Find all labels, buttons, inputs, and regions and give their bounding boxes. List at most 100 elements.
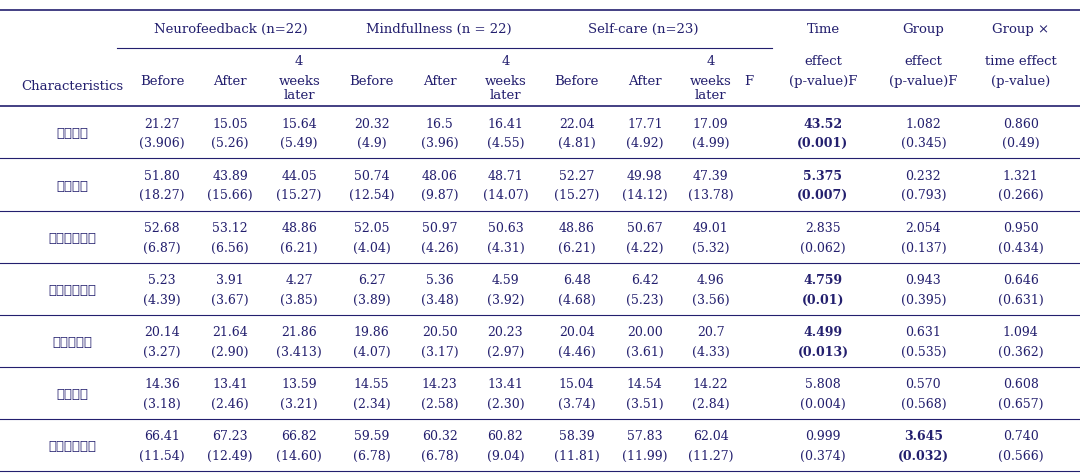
Text: (3.17): (3.17) — [421, 345, 458, 358]
Text: (2.34): (2.34) — [353, 397, 390, 410]
Text: 21.27: 21.27 — [145, 117, 179, 130]
Text: (p-value): (p-value) — [991, 74, 1050, 88]
Text: weeks: weeks — [485, 74, 526, 88]
Text: (11.27): (11.27) — [688, 449, 733, 462]
Text: 43.52: 43.52 — [804, 117, 842, 130]
Text: (3.906): (3.906) — [139, 137, 185, 150]
Text: Self-care (n=23): Self-care (n=23) — [589, 23, 699, 36]
Text: weeks: weeks — [690, 74, 731, 88]
Text: (5.49): (5.49) — [281, 137, 318, 150]
Text: 48.06: 48.06 — [421, 169, 458, 182]
Text: (3.51): (3.51) — [626, 397, 663, 410]
Text: (4.04): (4.04) — [353, 241, 390, 254]
Text: 20.7: 20.7 — [697, 325, 725, 338]
Text: 5.23: 5.23 — [148, 273, 176, 286]
Text: 6.48: 6.48 — [563, 273, 591, 286]
Text: (0.01): (0.01) — [801, 293, 845, 306]
Text: (0.032): (0.032) — [897, 449, 949, 462]
Text: 62.04: 62.04 — [692, 429, 729, 442]
Text: later: later — [283, 89, 315, 102]
Text: 52.05: 52.05 — [354, 221, 389, 234]
Text: Before: Before — [554, 74, 599, 88]
Text: 3.91: 3.91 — [216, 273, 244, 286]
Text: 4.59: 4.59 — [491, 273, 519, 286]
Text: F: F — [744, 74, 753, 88]
Text: (5.26): (5.26) — [212, 137, 248, 150]
Text: (5.23): (5.23) — [626, 293, 663, 306]
Text: (2.30): (2.30) — [487, 397, 524, 410]
Text: (3.48): (3.48) — [421, 293, 458, 306]
Text: (0.566): (0.566) — [998, 449, 1043, 462]
Text: 57.83: 57.83 — [627, 429, 662, 442]
Text: Neurofeedback (n=22): Neurofeedback (n=22) — [153, 23, 308, 36]
Text: (14.60): (14.60) — [276, 449, 322, 462]
Text: 51.80: 51.80 — [144, 169, 180, 182]
Text: 회복탄력성: 회복탄력성 — [52, 335, 93, 348]
Text: (4.9): (4.9) — [356, 137, 387, 150]
Text: (2.97): (2.97) — [487, 345, 524, 358]
Text: 5.375: 5.375 — [804, 169, 842, 182]
Text: (3.61): (3.61) — [626, 345, 663, 358]
Text: (p-value)F: (p-value)F — [788, 74, 858, 88]
Text: 5.808: 5.808 — [805, 377, 841, 390]
Text: 58.39: 58.39 — [559, 429, 594, 442]
Text: (15.27): (15.27) — [276, 189, 322, 202]
Text: 17.09: 17.09 — [693, 117, 728, 130]
Text: (0.007): (0.007) — [797, 189, 849, 202]
Text: After: After — [213, 74, 247, 88]
Text: 20.23: 20.23 — [488, 325, 523, 338]
Text: 14.55: 14.55 — [354, 377, 389, 390]
Text: Characteristics: Characteristics — [22, 80, 123, 93]
Text: 0.999: 0.999 — [806, 429, 840, 442]
Text: 13.59: 13.59 — [282, 377, 316, 390]
Text: Group: Group — [903, 23, 944, 36]
Text: 0.631: 0.631 — [905, 325, 942, 338]
Text: 21.86: 21.86 — [281, 325, 318, 338]
Text: 47.39: 47.39 — [693, 169, 728, 182]
Text: (p-value)F: (p-value)F — [889, 74, 958, 88]
Text: 16.41: 16.41 — [487, 117, 524, 130]
Text: 21.64: 21.64 — [212, 325, 248, 338]
Text: (14.12): (14.12) — [622, 189, 667, 202]
Text: (0.49): (0.49) — [1002, 137, 1039, 150]
Text: (4.68): (4.68) — [558, 293, 595, 306]
Text: (4.26): (4.26) — [421, 241, 458, 254]
Text: 17.71: 17.71 — [627, 117, 662, 130]
Text: (3.74): (3.74) — [558, 397, 595, 410]
Text: effect: effect — [904, 54, 943, 68]
Text: 67.23: 67.23 — [213, 429, 247, 442]
Text: (0.395): (0.395) — [901, 293, 946, 306]
Text: later: later — [489, 89, 522, 102]
Text: 50.97: 50.97 — [422, 221, 457, 234]
Text: 13.41: 13.41 — [212, 377, 248, 390]
Text: (0.001): (0.001) — [797, 137, 849, 150]
Text: time effect: time effect — [985, 54, 1056, 68]
Text: 15.05: 15.05 — [213, 117, 247, 130]
Text: 44.05: 44.05 — [281, 169, 318, 182]
Text: 60.32: 60.32 — [421, 429, 458, 442]
Text: Mindfullness (n = 22): Mindfullness (n = 22) — [366, 23, 511, 36]
Text: (2.84): (2.84) — [692, 397, 729, 410]
Text: 0.860: 0.860 — [1002, 117, 1039, 130]
Text: Group ×: Group × — [993, 23, 1049, 36]
Text: (6.21): (6.21) — [558, 241, 595, 254]
Text: 수면체도: 수면체도 — [56, 387, 89, 400]
Text: (3.85): (3.85) — [281, 293, 318, 306]
Text: Before: Before — [349, 74, 394, 88]
Text: (13.78): (13.78) — [688, 189, 733, 202]
Text: (9.04): (9.04) — [487, 449, 524, 462]
Text: (0.013): (0.013) — [797, 345, 849, 358]
Text: (3.67): (3.67) — [212, 293, 248, 306]
Text: (6.21): (6.21) — [281, 241, 318, 254]
Text: 48.86: 48.86 — [281, 221, 318, 234]
Text: (3.56): (3.56) — [692, 293, 729, 306]
Text: 48.71: 48.71 — [487, 169, 524, 182]
Text: (3.18): (3.18) — [144, 397, 180, 410]
Text: (12.49): (12.49) — [207, 449, 253, 462]
Text: 4.759: 4.759 — [804, 273, 842, 286]
Text: (11.81): (11.81) — [554, 449, 599, 462]
Text: (2.46): (2.46) — [212, 397, 248, 410]
Text: 0.608: 0.608 — [1002, 377, 1039, 390]
Text: Time: Time — [807, 23, 839, 36]
Text: (11.54): (11.54) — [139, 449, 185, 462]
